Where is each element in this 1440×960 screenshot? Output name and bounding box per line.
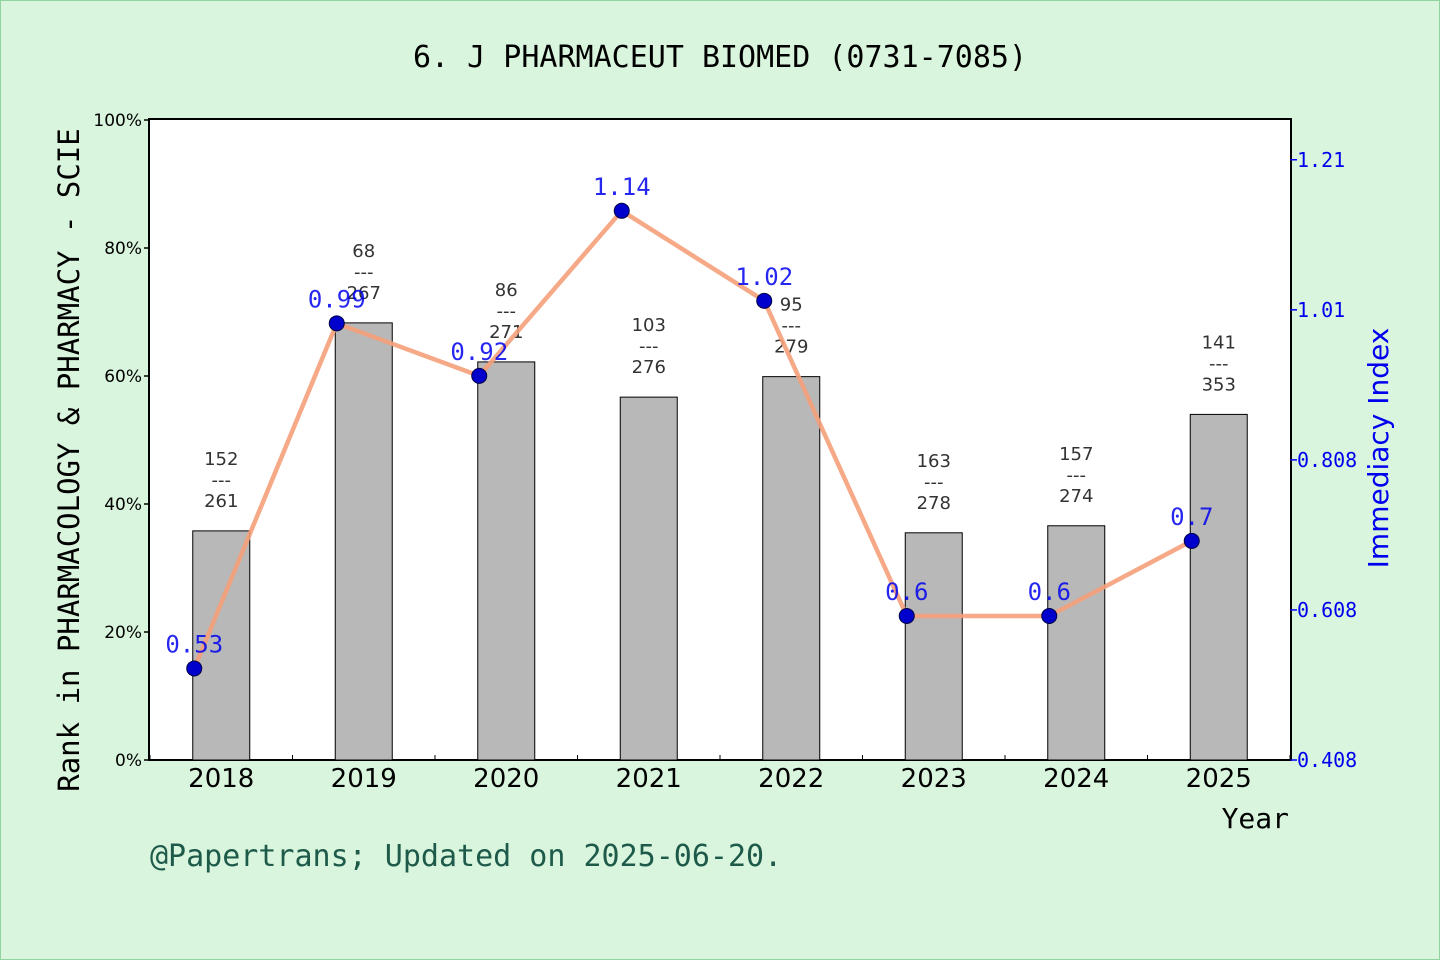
immediacy-value-label: 1.02 [735, 263, 793, 291]
immediacy-value-label: 0.99 [308, 285, 366, 313]
rank-label-rank: 141 [1202, 332, 1236, 353]
rank-label-rank: 157 [1059, 444, 1093, 465]
rank-bar [1047, 525, 1106, 761]
x-tick-label: 2018 [188, 764, 254, 794]
immediacy-value-label: 0.53 [165, 630, 223, 658]
y-axis-left-label: Rank in PHARMACOLOGY & PHARMACY - SCIE [52, 128, 86, 791]
y-right-tick-label: 0.808 [1297, 448, 1357, 472]
x-tick-label: 2020 [473, 764, 539, 794]
immediacy-marker [186, 660, 203, 677]
rank-label-rank: 163 [917, 451, 951, 472]
y-left-tick-label: 0% [115, 751, 142, 771]
rank-label-separator: --- [497, 301, 517, 322]
rank-label-rank: 103 [632, 315, 666, 336]
x-tick-label: 2022 [758, 764, 824, 794]
immediacy-marker [471, 367, 488, 384]
y-right-tick-label: 1.21 [1297, 148, 1345, 172]
immediacy-value-label: 0.6 [1028, 578, 1071, 606]
rank-bar [762, 376, 821, 761]
immediacy-marker [756, 292, 773, 309]
immediacy-marker [1183, 532, 1200, 549]
rank-label-separator: --- [212, 470, 232, 491]
y-left-tick-label: 100% [93, 111, 142, 131]
rank-label-separator: --- [1067, 465, 1087, 486]
rank-label-total: 274 [1059, 486, 1093, 507]
immediacy-value-label: 0.6 [885, 578, 928, 606]
rank-label-rank: 152 [204, 449, 238, 470]
x-tick-label: 2025 [1186, 764, 1252, 794]
x-tick-label: 2024 [1043, 764, 1109, 794]
plot-area [148, 118, 1292, 761]
rank-label-total: 276 [632, 357, 666, 378]
rank-bar [477, 361, 536, 761]
rank-label-separator: --- [1209, 353, 1229, 374]
rank-label-total: 261 [204, 491, 238, 512]
x-tick-label: 2023 [901, 764, 967, 794]
rank-label-total: 279 [774, 337, 808, 358]
immediacy-marker [328, 315, 345, 332]
rank-label-rank: 68 [352, 241, 375, 262]
y-left-tick-label: 80% [104, 239, 142, 259]
y-left-tick-label: 60% [104, 367, 142, 387]
rank-label-total: 353 [1202, 374, 1236, 395]
immediacy-line [192, 208, 1193, 670]
rank-bar [1189, 413, 1248, 761]
rank-label-separator: --- [639, 336, 659, 357]
y-right-tick-label: 1.01 [1297, 298, 1345, 322]
immediacy-marker [613, 202, 630, 219]
rank-label-total: 278 [917, 493, 951, 514]
x-tick-label: 2021 [616, 764, 682, 794]
y-left-tick-label: 20% [104, 623, 142, 643]
x-tick-label: 2019 [331, 764, 397, 794]
rank-bar [619, 396, 678, 761]
x-axis-label: Year [1222, 802, 1289, 835]
immediacy-value-label: 0.7 [1170, 503, 1213, 531]
footer-credit: @Papertrans; Updated on 2025-06-20. [150, 839, 782, 874]
rank-bar [334, 322, 393, 761]
rank-label-separator: --- [354, 262, 374, 283]
immediacy-value-label: 0.92 [450, 338, 508, 366]
chart-title: 6. J PHARMACEUT BIOMED (0731-7085) [413, 40, 1027, 75]
immediacy-marker [898, 607, 915, 624]
y-right-tick-label: 0.408 [1297, 748, 1357, 772]
rank-label-total: 267 [347, 283, 381, 304]
rank-label-separator: --- [924, 472, 944, 493]
y-left-tick-label: 40% [104, 495, 142, 515]
rank-label-separator: --- [782, 316, 802, 337]
y-axis-right-label: Immediacy Index [1362, 328, 1395, 569]
immediacy-value-label: 1.14 [593, 173, 651, 201]
immediacy-marker [1041, 607, 1058, 624]
rank-label-rank: 86 [495, 280, 518, 301]
rank-label-rank: 95 [780, 295, 803, 316]
rank-bar [904, 532, 963, 761]
y-right-tick-label: 0.608 [1297, 598, 1357, 622]
